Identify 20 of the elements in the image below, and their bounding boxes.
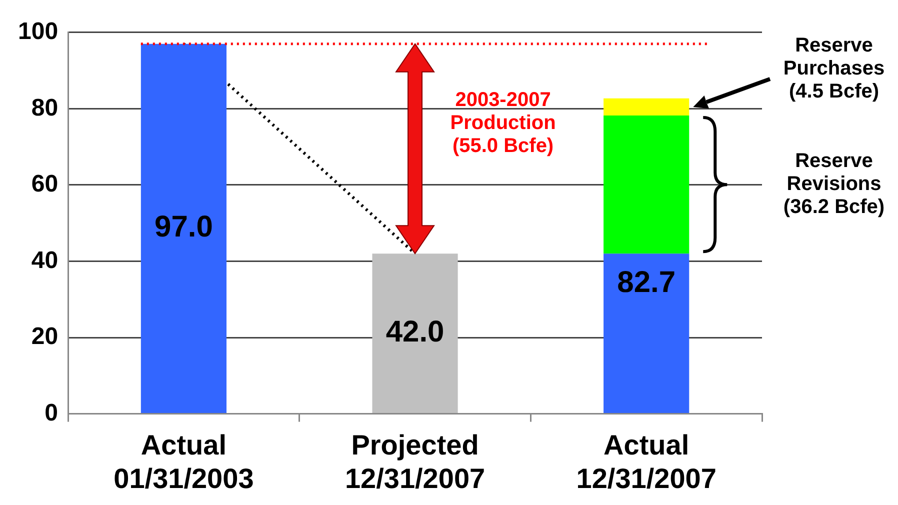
data-label: 42.0: [386, 316, 444, 349]
bar: [604, 116, 690, 254]
x-tick-label: Projected 12/31/2007: [344, 429, 486, 494]
y-tick-label: 0: [44, 399, 58, 426]
x-tick-label: Actual 01/31/2003: [114, 429, 254, 494]
y-tick-label: 60: [31, 170, 58, 198]
bar: [604, 98, 690, 116]
y-tick-label: 20: [31, 323, 58, 350]
annotation: 2003-2007 Production (55.0 Bcfe): [450, 89, 556, 158]
total-label: 82.7: [617, 266, 676, 299]
y-tick-label: 100: [18, 18, 58, 46]
text: Reserve Purchases (4.5 Bcfe): [783, 34, 885, 102]
y-tick-label: 40: [31, 246, 58, 274]
bar: [604, 254, 690, 414]
text: Reserve Revisions (36.2 Bcfe): [783, 150, 885, 218]
data-label: 97.0: [154, 210, 213, 244]
y-tick-label: 80: [31, 94, 58, 122]
bar: [140, 44, 226, 414]
bar: [372, 254, 458, 414]
x-tick-label: Actual 12/31/2007: [576, 429, 716, 494]
